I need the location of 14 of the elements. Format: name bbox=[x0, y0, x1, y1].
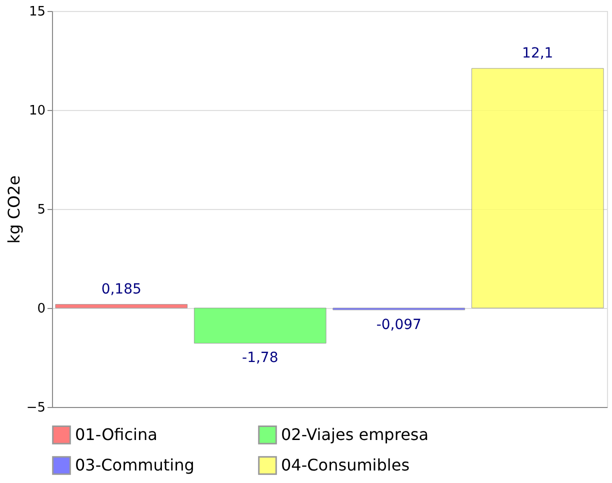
data-label: -1,78 bbox=[242, 350, 278, 366]
data-label: 12,1 bbox=[522, 45, 554, 62]
y-tick-label: 10 bbox=[28, 104, 46, 118]
y-axis-title: kg CO2e bbox=[4, 175, 24, 244]
legend-label: 02-Viajes empresa bbox=[281, 424, 429, 444]
data-label: -0,097 bbox=[376, 316, 422, 333]
data-label: 0,185 bbox=[101, 281, 142, 298]
legend-label: 01-Oficina bbox=[75, 424, 158, 444]
legend-label: 03-Commuting bbox=[75, 456, 194, 474]
y-tick-label: 0 bbox=[37, 302, 46, 316]
legend-label: 04-Consumibles bbox=[281, 456, 410, 474]
y-tick-label: 15 bbox=[28, 4, 46, 20]
y-tick-label: −5 bbox=[26, 400, 46, 416]
y-tick-label: 5 bbox=[37, 202, 46, 218]
